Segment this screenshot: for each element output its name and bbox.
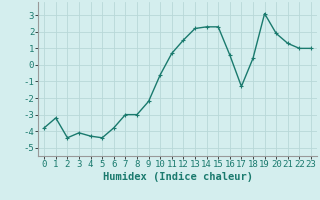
X-axis label: Humidex (Indice chaleur): Humidex (Indice chaleur): [103, 172, 252, 182]
